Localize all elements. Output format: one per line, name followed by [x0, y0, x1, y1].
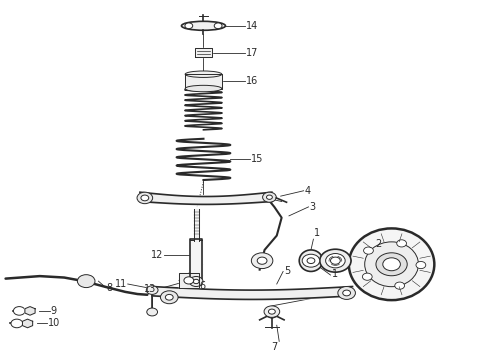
Circle shape [141, 195, 149, 201]
Polygon shape [194, 209, 198, 241]
Text: 2: 2 [375, 239, 382, 249]
Circle shape [364, 247, 373, 254]
Circle shape [343, 290, 350, 296]
Ellipse shape [185, 71, 222, 77]
Circle shape [160, 291, 178, 304]
Circle shape [416, 261, 426, 269]
Circle shape [137, 192, 153, 204]
Text: 6: 6 [199, 281, 206, 291]
Ellipse shape [181, 21, 225, 30]
Circle shape [189, 276, 203, 287]
Polygon shape [23, 319, 33, 328]
Circle shape [193, 279, 199, 284]
Circle shape [320, 249, 351, 272]
Circle shape [13, 307, 25, 315]
Circle shape [326, 253, 345, 268]
Circle shape [214, 23, 222, 29]
Circle shape [251, 253, 273, 269]
Circle shape [147, 308, 158, 316]
Polygon shape [190, 239, 202, 279]
Text: 5: 5 [284, 266, 291, 276]
Circle shape [264, 306, 280, 318]
Circle shape [376, 253, 407, 276]
Text: 1: 1 [331, 269, 338, 279]
Circle shape [11, 319, 23, 328]
Ellipse shape [185, 85, 222, 92]
Text: 13: 13 [144, 284, 156, 294]
Circle shape [257, 257, 267, 264]
Circle shape [383, 258, 400, 271]
Text: 8: 8 [107, 283, 113, 293]
Circle shape [267, 195, 272, 199]
Circle shape [338, 287, 355, 300]
Text: 10: 10 [49, 319, 61, 328]
Ellipse shape [349, 228, 434, 300]
Text: 11: 11 [115, 279, 127, 289]
Polygon shape [179, 273, 198, 288]
Circle shape [397, 240, 407, 247]
Text: 12: 12 [151, 250, 163, 260]
Circle shape [184, 277, 194, 284]
Circle shape [395, 282, 405, 289]
Text: 9: 9 [51, 306, 57, 316]
Circle shape [263, 192, 276, 202]
Circle shape [185, 23, 193, 29]
Circle shape [363, 273, 372, 280]
Text: 1: 1 [314, 229, 320, 238]
Ellipse shape [299, 250, 323, 271]
Circle shape [147, 286, 158, 294]
Circle shape [165, 294, 173, 300]
Text: 17: 17 [246, 48, 258, 58]
Text: 7: 7 [271, 342, 277, 352]
Polygon shape [25, 307, 35, 315]
Text: 3: 3 [310, 202, 316, 212]
Circle shape [302, 254, 320, 267]
Circle shape [269, 309, 275, 314]
Text: 14: 14 [246, 21, 258, 31]
Polygon shape [185, 74, 221, 89]
Ellipse shape [365, 242, 418, 287]
Text: 4: 4 [305, 186, 311, 196]
Circle shape [77, 275, 95, 288]
Polygon shape [195, 48, 212, 57]
Text: 16: 16 [246, 76, 258, 86]
Text: 15: 15 [251, 154, 263, 165]
